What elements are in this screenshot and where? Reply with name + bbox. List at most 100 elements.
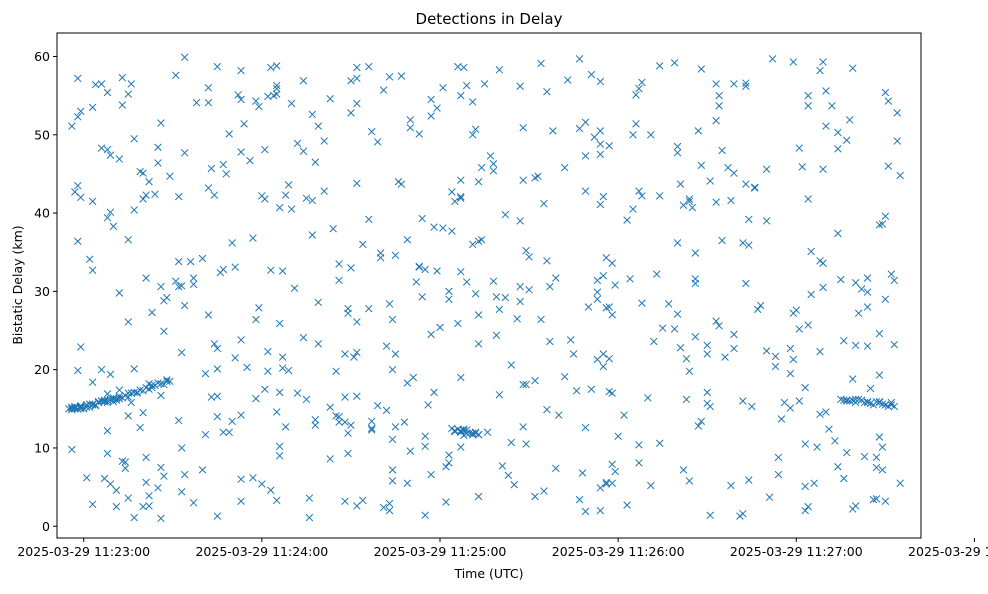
data-point [602, 253, 611, 262]
data-point [569, 350, 578, 358]
data-point [272, 84, 281, 93]
data-point [816, 347, 824, 356]
data-point [522, 440, 530, 448]
data-point [192, 98, 201, 107]
data-point [457, 268, 465, 276]
data-point [750, 184, 759, 192]
data-point [745, 241, 753, 249]
data-point [151, 190, 159, 199]
data-point [851, 279, 860, 287]
data-point [596, 140, 605, 148]
data-point [347, 77, 355, 85]
data-point [180, 149, 189, 157]
data-point [664, 300, 673, 308]
data-point [302, 194, 311, 202]
data-point [501, 293, 510, 302]
data-point [124, 235, 133, 244]
data-point [522, 380, 530, 389]
data-point [629, 205, 637, 213]
data-point [335, 412, 343, 421]
data-point [68, 445, 76, 454]
data-point [804, 91, 812, 100]
data-point [329, 224, 337, 233]
data-point [451, 197, 459, 206]
data-point [507, 438, 516, 447]
data-point [462, 278, 471, 286]
data-point [130, 134, 138, 143]
data-point [629, 131, 637, 139]
data-point [364, 215, 373, 224]
data-point [739, 397, 747, 405]
data-point [863, 288, 872, 296]
data-point [332, 367, 340, 375]
data-point [845, 116, 854, 124]
data-point [136, 423, 144, 432]
data-point [599, 350, 608, 358]
data-point [489, 159, 498, 168]
data-point [878, 443, 887, 451]
data-point [157, 119, 165, 127]
data-point [596, 484, 605, 492]
data-point [819, 283, 827, 292]
data-point [145, 491, 153, 500]
data-point [596, 77, 605, 86]
data-point [385, 300, 394, 308]
data-point [145, 178, 153, 186]
data-point [237, 497, 245, 505]
data-point [186, 257, 195, 266]
data-point [142, 191, 150, 199]
data-point [748, 402, 756, 411]
data-point [174, 416, 183, 425]
data-point [638, 78, 646, 87]
data-point [878, 400, 887, 408]
data-point [252, 315, 260, 324]
data-point [486, 152, 495, 160]
data-point [157, 514, 165, 523]
data-point [798, 163, 806, 171]
data-point [819, 165, 827, 173]
data-point [611, 281, 619, 289]
data-point [240, 120, 248, 128]
data-point [854, 395, 863, 404]
data-point [88, 103, 97, 112]
data-point [272, 62, 281, 70]
data-point [222, 170, 230, 178]
data-point [718, 236, 726, 245]
data-point [457, 192, 465, 201]
data-point [225, 130, 233, 138]
data-point [578, 469, 587, 477]
data-point [587, 70, 596, 79]
data-point [457, 194, 465, 202]
data-point [477, 163, 486, 172]
data-point [474, 178, 483, 186]
data-point [516, 82, 524, 90]
data-point [204, 311, 213, 319]
data-point [388, 466, 397, 474]
data-point [103, 88, 112, 97]
data-point [816, 257, 824, 265]
data-point [890, 402, 899, 411]
data-point [822, 408, 830, 416]
data-point [890, 340, 899, 349]
data-point [347, 109, 355, 117]
data-point [762, 217, 771, 225]
data-point [305, 494, 314, 502]
data-point [103, 398, 112, 407]
data-point [560, 163, 569, 172]
data-point [468, 98, 477, 106]
data-point [124, 412, 133, 420]
data-point [127, 80, 135, 88]
data-point [581, 152, 590, 160]
data-point [608, 311, 616, 319]
data-point [341, 418, 349, 426]
data-point [163, 293, 171, 302]
data-point [581, 507, 590, 516]
data-point [673, 142, 682, 151]
data-point [840, 474, 848, 483]
data-point [130, 365, 138, 373]
data-point [421, 511, 429, 520]
data-point [742, 180, 750, 188]
data-point [213, 365, 222, 373]
data-point [605, 303, 614, 311]
data-point [103, 449, 112, 458]
